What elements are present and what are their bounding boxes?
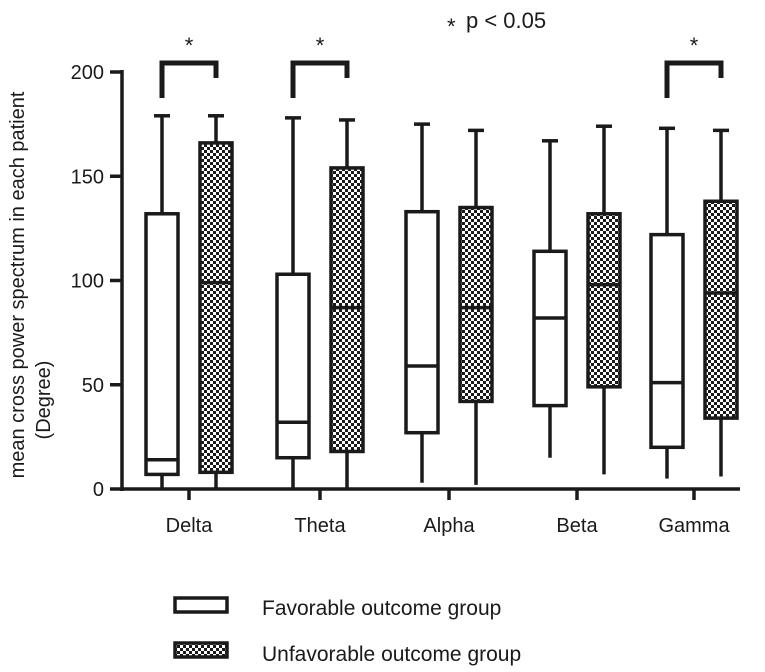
legend-label-unfavorable: Unfavorable outcome group: [262, 643, 521, 666]
box-body: [198, 141, 234, 475]
box-body: [649, 232, 685, 450]
box-body: [458, 205, 494, 404]
box-open-alpha: [404, 122, 440, 483]
y-axis-ticks: 0 50 100 150 200: [71, 62, 122, 501]
box-body: [275, 272, 311, 460]
x-tick-label: Theta: [294, 515, 346, 537]
bracket-line: [664, 60, 724, 98]
box-open-gamma: [649, 126, 685, 479]
box-checkered-gamma: [703, 128, 739, 477]
box-body: [586, 212, 622, 389]
box-open-delta: [144, 114, 180, 489]
box-open-theta: [275, 116, 311, 489]
x-tick-label: Alpha: [423, 515, 475, 537]
y-tick-label: 100: [71, 271, 104, 293]
box-checkered-theta: [329, 118, 365, 489]
y-axis-title-line2: (Degree): [33, 361, 55, 440]
significance-star: *: [690, 33, 699, 58]
y-tick-label: 150: [71, 166, 104, 188]
x-axis-ticks: Delta Theta Alpha Beta Gamma: [166, 489, 730, 537]
bracket-line: [159, 60, 219, 98]
significance-star: *: [185, 33, 194, 58]
x-tick-label: Gamma: [658, 515, 730, 537]
box-checkered-delta: [198, 114, 234, 489]
box-checkered-beta: [586, 124, 622, 475]
y-axis-title: mean cross power spectrum in each patien…: [7, 91, 55, 478]
significance-note-text: p < 0.05: [466, 8, 546, 33]
significance-brackets: * * *: [159, 33, 724, 98]
box-checkered-alpha: [458, 128, 494, 485]
box-body: [144, 212, 180, 477]
y-tick-label: 50: [82, 375, 104, 397]
y-axis-title-line1: mean cross power spectrum in each patien…: [7, 91, 29, 478]
legend: Favorable outcome group Unfavorable outc…: [173, 596, 521, 666]
x-tick-label: Delta: [166, 515, 214, 537]
significance-star: *: [316, 33, 325, 58]
box-body: [532, 249, 568, 408]
legend-swatch-favorable: [173, 596, 229, 614]
significance-note-star: *: [447, 14, 456, 39]
significance-bracket-theta: *: [290, 33, 350, 98]
box-body: [404, 209, 440, 435]
significance-note: * p < 0.05: [447, 8, 546, 39]
bracket-line: [290, 60, 350, 98]
y-tick-label: 200: [71, 62, 104, 84]
box-series: [144, 114, 739, 489]
significance-bracket-delta: *: [159, 33, 219, 98]
box-open-beta: [532, 139, 568, 458]
significance-bracket-gamma: *: [664, 33, 724, 98]
box-body: [329, 166, 365, 454]
box-body: [703, 199, 739, 420]
x-tick-label: Beta: [556, 515, 598, 537]
legend-swatch-unfavorable: [173, 641, 229, 659]
legend-label-favorable: Favorable outcome group: [262, 597, 501, 620]
y-tick-label: 0: [93, 479, 104, 501]
